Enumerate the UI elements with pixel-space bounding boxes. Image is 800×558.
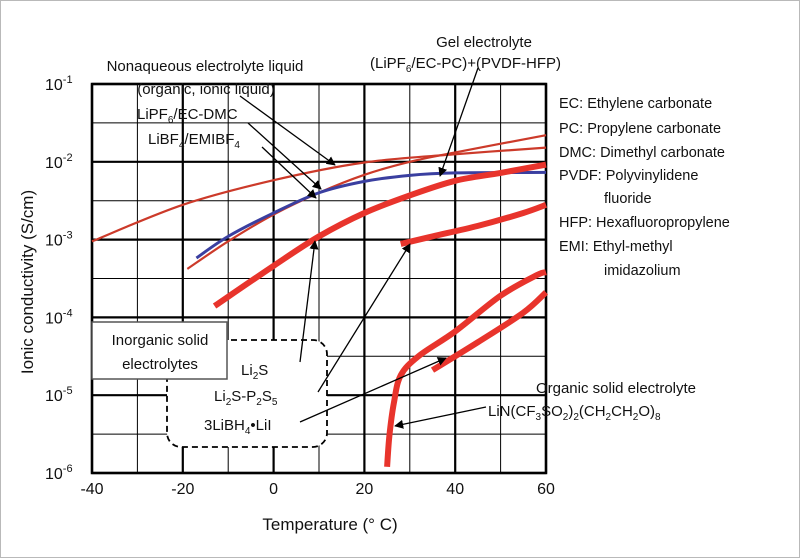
series-curve-5 [400,201,548,247]
y-tick-label: 10-6 [45,463,73,483]
series-curve-6 [384,269,547,468]
legend-emi: EMI: Ethyl-methyl [559,239,673,255]
legend-emi-cont: imidazolium [604,263,681,279]
legend-ec: EC: Ethylene carbonate [559,96,712,112]
legend-pvdf: PVDF: Polyvinylidene [559,168,698,184]
x-tick-label: 20 [356,481,374,498]
libh-label: 3LiBH4•LiI [204,417,272,437]
x-tick-label: 40 [446,481,464,498]
annotation-arrows [239,67,487,429]
arrow-libf4 [261,146,317,199]
y-axis-title: Ionic conductivity (S/cm) [18,190,37,374]
legend-hfp: HFP: Hexafluoropropylene [559,215,730,231]
lipf6-label: LiPF6/EC-DMC [137,106,238,126]
y-tick-label: 10-3 [45,230,73,250]
y-tick-label: 10-5 [45,385,73,405]
series-curve-7 [430,290,549,373]
y-tick-label: 10-4 [45,307,73,327]
plot-border [90,82,548,475]
legend-pvdf-cont: fluoride [604,191,652,207]
x-tick-label: 60 [537,481,555,498]
inorganic-label-box [91,321,228,380]
arrow-organic [394,406,487,429]
series-curve-4 [212,161,547,309]
arrow-nonaqueous [239,95,336,166]
y-tick-label: 10-1 [45,74,73,94]
lips-label: Li2S-P2S5 [214,388,278,408]
li2s-label: Li2S [241,362,268,382]
x-tick-label: 0 [269,481,278,498]
tick-labels: -40 -20 0 20 40 60 10-1 10-2 10-3 10-4 10-5 10-6 [45,74,555,498]
arrow-gel [438,67,479,177]
series-group [91,134,549,468]
series-curve-1 [91,146,547,243]
inorganic-label: Inorganic solid [112,332,209,349]
x-tick-label: -40 [80,481,103,498]
arrow-lips [317,243,411,393]
abbreviation-legend: EC: Ethylene carbonate PC: Propylene car… [559,96,730,279]
gel-label: Gel electrolyte [436,34,532,51]
arrow-lipf6 [247,122,322,190]
libf4-label: LiBF4/EMIBF4 [148,131,240,151]
organic-label: Organic solid electrolyte [536,380,696,397]
y-tick-label: 10-2 [45,152,73,172]
series-curve-3 [195,170,547,260]
x-axis-title: Temperature (° C) [262,515,397,534]
x-tick-label: -20 [171,481,194,498]
inorganic-sublabel: electrolytes [122,356,198,373]
nonaqueous-label: Nonaqueous electrolyte liquid [107,58,304,75]
legend-dmc: DMC: Dimethyl carbonate [559,145,725,161]
arrow-libh [299,357,447,423]
legend-pc: PC: Propylene carbonate [559,121,721,137]
series-curve-2 [186,134,547,270]
organic-formula: LiN(CF3SO2)2(CH2CH2O)8 [488,403,661,423]
arrow-li2s [299,240,319,363]
gel-sublabel: (LiPF6/EC-PC)+(PVDF-HFP) [370,55,561,75]
nonaqueous-sublabel: (organic, ionic liquid) [137,81,275,98]
